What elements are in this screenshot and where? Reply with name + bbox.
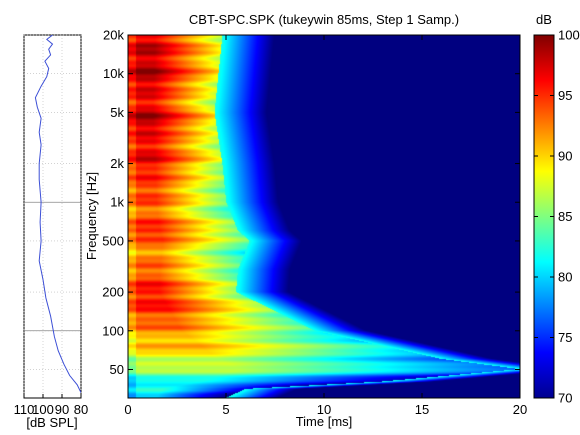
- spectrogram-panel: CBT-SPC.SPK (tukeywin 85ms, Step 1 Samp.…: [84, 12, 527, 429]
- colorbar-ticks: 70 75 80 85 90 95 100: [534, 28, 580, 406]
- frequency-tick-label: 100: [102, 323, 124, 338]
- colorbar-tick-label: 85: [558, 209, 572, 224]
- time-tick-label: 20: [513, 402, 527, 417]
- side-tick-label: 110: [14, 402, 35, 417]
- frequency-tick-label: 1k: [110, 195, 124, 210]
- colorbar-tick-label: 100: [558, 28, 580, 43]
- frequency-tick-label: 20k: [103, 28, 124, 43]
- frequency-axis-ticks: 50 100 200 500 1k 2k 5k 10k 20k: [102, 28, 520, 377]
- colorbar-tick-label: 75: [558, 330, 572, 345]
- side-panel-xlabel: [dB SPL]: [26, 415, 77, 430]
- frequency-tick-label: 50: [110, 362, 124, 377]
- side-tick-label: 90: [55, 402, 69, 417]
- colorbar: dB 70 75 80 85 90 95 100: [533, 12, 580, 406]
- spectrogram-heatmap: [128, 35, 520, 398]
- frequency-tick-label: 200: [102, 285, 124, 300]
- side-tick-label: 80: [74, 402, 88, 417]
- colorbar-tick-label: 70: [558, 391, 572, 406]
- frequency-axis-label: Frequency [Hz]: [84, 172, 99, 260]
- frequency-tick-label: 500: [102, 233, 124, 248]
- time-tick-label: 10: [317, 402, 331, 417]
- time-axis-ticks: 0 5 10 15 20: [124, 35, 527, 417]
- time-tick-label: 15: [415, 402, 429, 417]
- colorbar-tick-label: 80: [558, 270, 572, 285]
- time-tick-label: 5: [222, 402, 229, 417]
- side-tick-label: 100: [32, 402, 54, 417]
- time-axis-label: Time [ms]: [296, 414, 353, 429]
- frequency-response-line: [34, 35, 81, 393]
- side-panel-grid: [23, 34, 82, 398]
- time-tick-label: 0: [124, 402, 131, 417]
- colorbar-label: dB: [536, 12, 552, 27]
- colorbar-tick-label: 95: [558, 88, 572, 103]
- chart-title: CBT-SPC.SPK (tukeywin 85ms, Step 1 Samp.…: [189, 12, 459, 27]
- colorbar-tick-label: 90: [558, 149, 572, 164]
- frequency-tick-label: 2k: [110, 156, 124, 171]
- frequency-tick-label: 10k: [103, 66, 124, 81]
- frequency-tick-label: 5k: [110, 105, 124, 120]
